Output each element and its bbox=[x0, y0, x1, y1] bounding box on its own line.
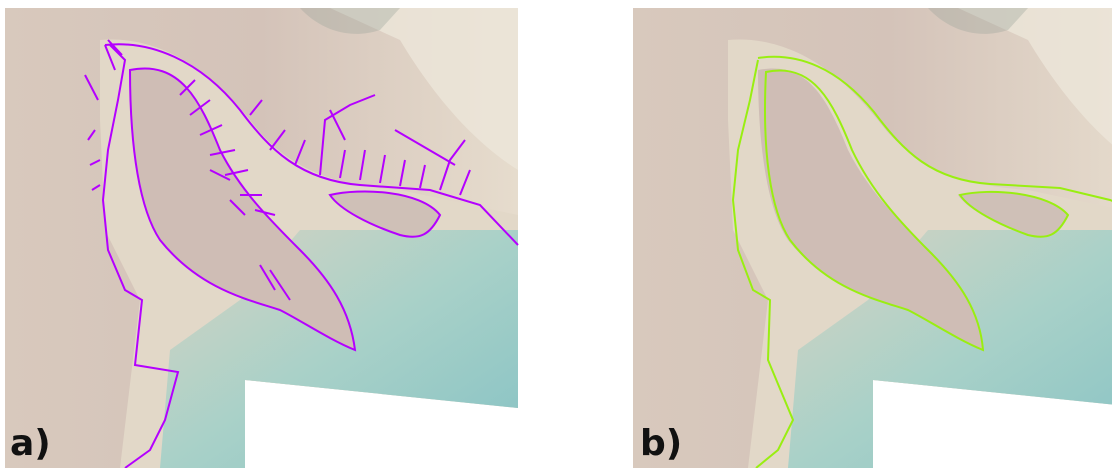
panel-label: a) bbox=[10, 423, 51, 464]
panel-b: b) bbox=[633, 8, 1112, 468]
map-image bbox=[5, 8, 518, 468]
panel-label: b) bbox=[640, 423, 682, 464]
panel-a: a) bbox=[5, 8, 518, 468]
page: a) b) (() => { const data = JSON.parse(d… bbox=[0, 0, 1112, 468]
figure: a) b) bbox=[0, 0, 1112, 468]
